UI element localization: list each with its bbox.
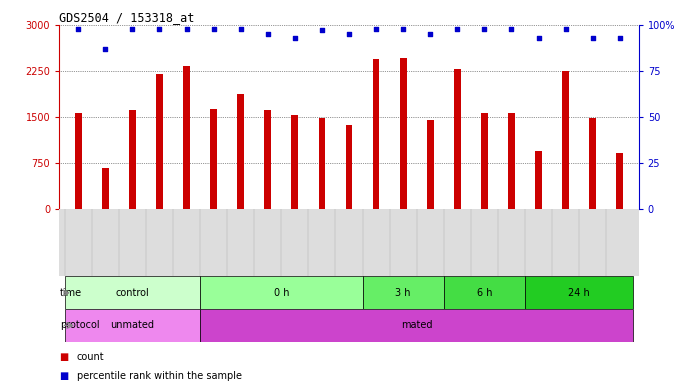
Point [127,26,138,32]
Bar [589,118,596,209]
Point [73,26,84,32]
Bar [508,113,515,209]
Text: 3 h: 3 h [395,288,411,298]
Bar [75,113,82,209]
Point [452,26,463,32]
Text: percentile rank within the sample: percentile rank within the sample [77,371,242,381]
Point [424,31,436,37]
Bar [454,69,461,209]
Bar [129,110,136,209]
Bar [318,118,325,209]
Text: unmated: unmated [110,320,154,331]
Bar [616,153,623,209]
Text: 6 h: 6 h [477,288,492,298]
Bar [156,74,163,209]
Point [181,26,192,32]
Text: 0 h: 0 h [274,288,289,298]
Bar [444,276,525,309]
Bar [481,113,488,209]
Bar [373,60,380,209]
Point [371,26,382,32]
Point [506,26,517,32]
Bar [362,276,444,309]
Bar [525,276,633,309]
Point [343,31,355,37]
Point [398,26,409,32]
Point [316,27,327,33]
Point [289,35,300,41]
Bar [427,119,433,209]
Text: GDS2504 / 153318_at: GDS2504 / 153318_at [59,11,195,24]
Point [479,26,490,32]
Bar [200,276,362,309]
Text: control: control [116,288,149,298]
Bar [200,309,633,342]
Bar [535,151,542,209]
Text: count: count [77,351,105,362]
Text: 24 h: 24 h [568,288,590,298]
Bar [65,309,200,342]
Bar [265,110,271,209]
Point [533,35,544,41]
Bar [292,115,298,209]
Text: ■: ■ [59,351,68,362]
Text: protocol: protocol [60,320,100,331]
Point [614,35,625,41]
Point [100,46,111,52]
Point [154,26,165,32]
Point [262,31,274,37]
Bar [183,66,190,209]
Point [587,35,598,41]
Point [208,26,219,32]
Bar [210,109,217,209]
Bar [237,94,244,209]
Bar [65,276,200,309]
Point [235,26,246,32]
Text: time: time [60,288,82,298]
Point [560,26,571,32]
Bar [400,58,406,209]
Text: ■: ■ [59,371,68,381]
Bar [346,125,352,209]
Bar [562,71,569,209]
Bar [102,168,109,209]
Text: mated: mated [401,320,433,331]
